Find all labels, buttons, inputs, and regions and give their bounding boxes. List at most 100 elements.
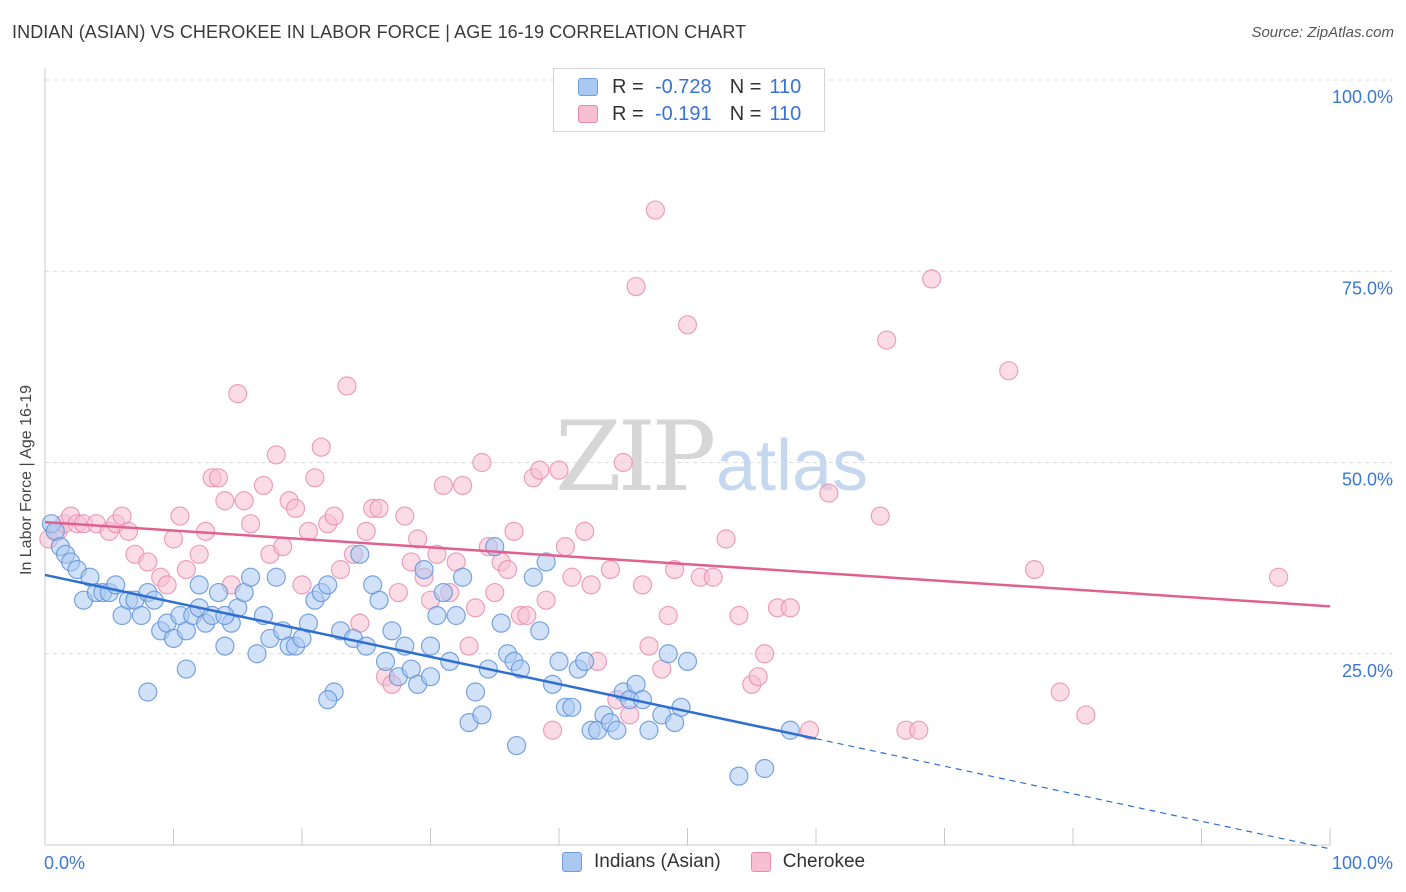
legend-n-label: N = [729, 75, 762, 98]
indians-asian-point [375, 651, 396, 672]
chart-source: Source: ZipAtlas.com [1251, 24, 1394, 41]
legend-row-indians: R = -0.728 N = 110 [578, 75, 801, 99]
cherokee-point [575, 521, 595, 541]
cherokee-point [877, 330, 897, 350]
series-label-indians: Indians (Asian) [594, 851, 721, 872]
cherokee-trend-line [44, 520, 1331, 608]
cherokee-point [530, 460, 550, 480]
x-tick-label: 0.0% [44, 853, 85, 873]
indians-asian-point [215, 636, 235, 656]
legend-n-value: 110 [769, 75, 802, 98]
cherokee-point [324, 506, 344, 526]
series-label-cherokee: Cherokee [782, 851, 866, 872]
cherokee-point [311, 437, 331, 457]
indians-asian-point [671, 697, 691, 717]
legend-n-label: N = [729, 102, 762, 125]
cherokee-point [1024, 559, 1045, 580]
indians-asian-point [523, 567, 543, 587]
cherokee-point [253, 475, 274, 496]
cherokee-point [138, 552, 158, 572]
cherokee-point [337, 376, 357, 396]
cherokee-point [536, 590, 556, 610]
x-tick-label: 100.0% [1332, 853, 1393, 873]
indians-asian-point [382, 621, 402, 641]
cherokee-point [729, 605, 749, 626]
indians-asian-point [369, 590, 389, 610]
series-swatch-indians [562, 852, 582, 872]
indians-asian-point [575, 651, 595, 672]
cherokee-point [330, 559, 351, 580]
cherokee-point [780, 598, 800, 618]
indians-asian-point [427, 605, 447, 626]
series-legend: Indians (Asian) Cherokee [562, 851, 895, 873]
cherokee-point [305, 468, 325, 488]
cherokee-point [562, 567, 582, 587]
cherokee-point [465, 598, 486, 618]
indians-asian-point [562, 697, 582, 717]
cherokee-point [703, 567, 723, 587]
cherokee-point [170, 506, 190, 526]
indians-asian-point [729, 766, 749, 786]
indians-asian-point [318, 690, 338, 710]
legend-r-label: R = [612, 75, 644, 98]
cherokee-point [658, 605, 678, 626]
series-legend-indians[interactable]: Indians (Asian) [562, 851, 721, 873]
indians-asian-point [549, 651, 569, 672]
cherokee-point [285, 498, 306, 518]
indians-asian-point [247, 644, 267, 664]
indians-asian-point [131, 605, 151, 626]
cherokee-point [549, 460, 569, 480]
cherokee-point [1076, 705, 1096, 725]
indians-asian-trend-line [44, 573, 817, 740]
cherokee-point [498, 559, 518, 580]
legend-swatch-cherokee [578, 105, 598, 123]
indians-asian-point [658, 644, 678, 664]
cherokee-point [208, 468, 229, 488]
cherokee-point [799, 720, 820, 740]
gridlines [45, 79, 1392, 655]
indians-asian-point [530, 621, 550, 641]
cherokee-point [459, 636, 479, 656]
cherokee-point [819, 483, 839, 503]
series-legend-cherokee[interactable]: Cherokee [750, 851, 866, 873]
cherokee-point [870, 506, 890, 526]
cherokee-point [626, 276, 646, 297]
cherokee-point [427, 544, 447, 564]
cherokee-point [632, 575, 653, 595]
cherokee-point [292, 575, 312, 595]
indians-asian-point [639, 720, 659, 740]
cherokee-point [665, 559, 685, 580]
cherokee-point [157, 575, 177, 595]
cherokee-point [118, 521, 139, 541]
correlation-legend: R = -0.728 N = 110 R = -0.191 N = 110 [553, 68, 825, 132]
cherokee-point [555, 537, 576, 557]
indians-asian-point [420, 636, 441, 656]
cherokee-point [613, 452, 633, 473]
indians-asian-point [318, 575, 338, 595]
legend-r-value: -0.728 [654, 75, 712, 98]
indians-asian-point [420, 667, 441, 687]
cherokee-point [356, 521, 376, 541]
cherokee-point [266, 445, 286, 465]
watermark-atlas: atlas [716, 426, 868, 506]
indians-asian-point [780, 720, 800, 740]
indians-asian-point [677, 651, 698, 672]
cherokee-point [273, 537, 293, 557]
cherokee-point [163, 529, 184, 549]
cherokee-point [176, 559, 196, 580]
indians-asian-point [754, 758, 775, 779]
cherokee-point [909, 720, 929, 740]
series-swatch-cherokee [750, 852, 771, 872]
chart-title: INDIAN (ASIAN) VS CHEROKEE IN LABOR FORC… [12, 22, 747, 42]
y-tick-label: 75.0% [1342, 278, 1393, 298]
cherokee-point [922, 269, 942, 289]
cherokee-point [517, 605, 537, 626]
indians-asian-point [536, 552, 556, 572]
cherokee-point [215, 491, 235, 511]
indians-asian-point [433, 582, 453, 603]
indians-asian-points [41, 514, 800, 786]
tick-labels: 25.0% 50.0% 75.0% 100.0% 0.0% 100.0% [44, 87, 1393, 873]
indians-asian-point [510, 659, 531, 679]
trend-lines [44, 520, 1331, 850]
